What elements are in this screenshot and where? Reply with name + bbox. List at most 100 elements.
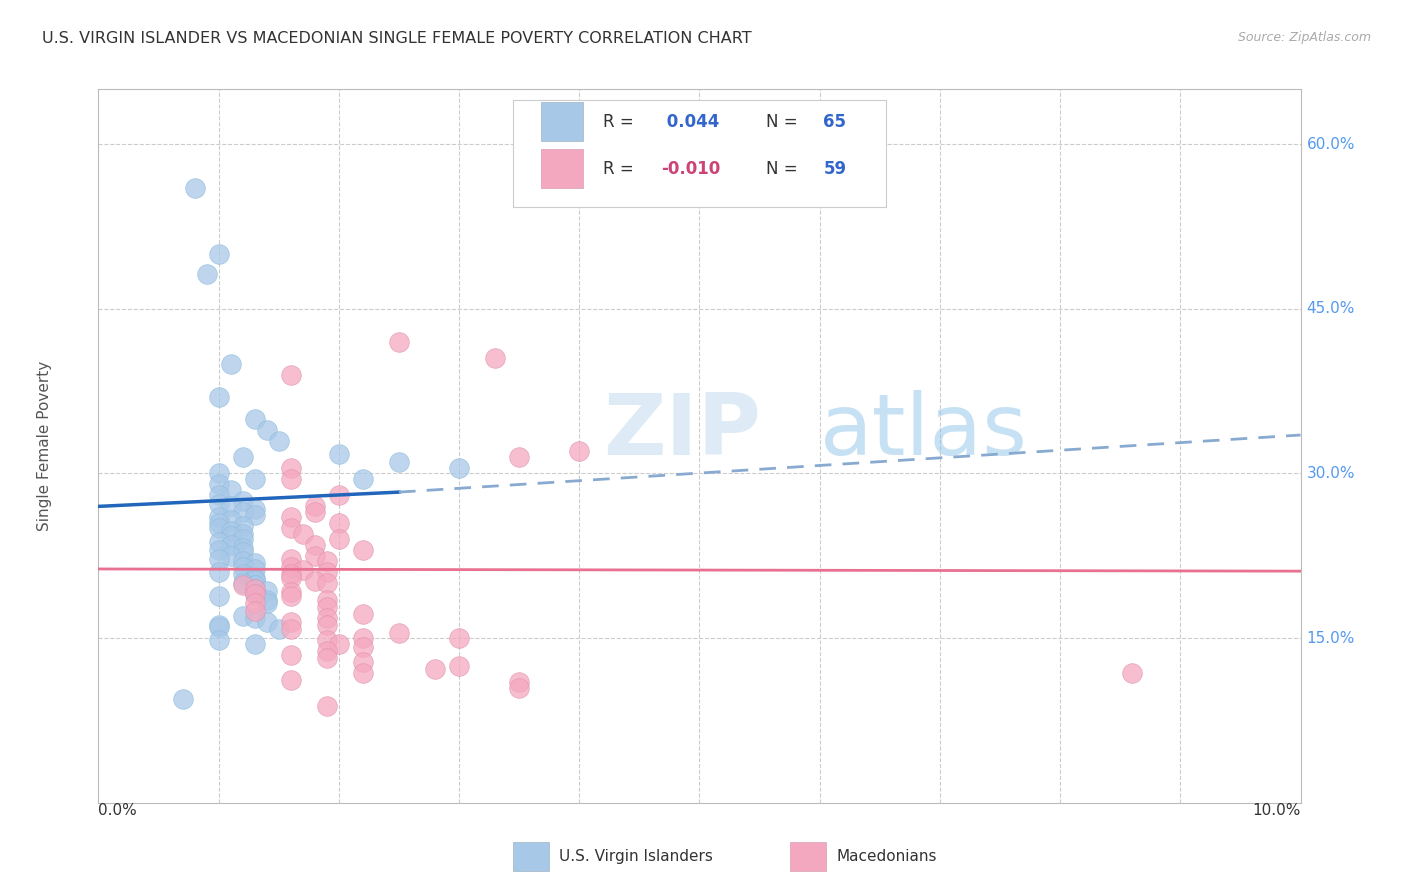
Text: atlas: atlas	[820, 390, 1028, 474]
Point	[208, 488, 231, 502]
Point	[1121, 666, 1143, 681]
Point	[315, 600, 337, 615]
Point	[243, 582, 266, 596]
Point	[352, 631, 374, 645]
Point	[208, 534, 231, 549]
Point	[243, 596, 266, 610]
Point	[243, 587, 266, 601]
Point	[232, 519, 254, 533]
Point	[328, 488, 350, 502]
Point	[219, 483, 242, 497]
Point	[243, 611, 266, 625]
Point	[388, 334, 411, 349]
Point	[208, 552, 231, 566]
Point	[508, 675, 530, 690]
Point	[280, 615, 302, 629]
Point	[219, 538, 242, 552]
Point	[183, 181, 205, 195]
Point	[208, 521, 231, 535]
Point	[232, 545, 254, 559]
Point	[256, 596, 278, 610]
Point	[447, 461, 470, 475]
Point	[291, 526, 314, 541]
Text: N =: N =	[766, 160, 803, 178]
Point	[208, 477, 231, 491]
Point	[243, 557, 266, 571]
Point	[219, 529, 242, 543]
Text: 65: 65	[824, 112, 846, 131]
Point	[280, 648, 302, 662]
Point	[243, 582, 266, 596]
Point	[219, 500, 242, 514]
Point	[315, 644, 337, 658]
Text: U.S. VIRGIN ISLANDER VS MACEDONIAN SINGLE FEMALE POVERTY CORRELATION CHART: U.S. VIRGIN ISLANDER VS MACEDONIAN SINGL…	[42, 31, 752, 46]
Point	[232, 505, 254, 519]
Point	[232, 559, 254, 574]
Point	[219, 524, 242, 538]
Point	[232, 494, 254, 508]
Point	[315, 576, 337, 591]
Point	[208, 620, 231, 634]
Point	[280, 585, 302, 599]
Point	[352, 472, 374, 486]
Point	[208, 618, 231, 632]
Point	[208, 590, 231, 604]
Point	[195, 267, 218, 281]
Point	[328, 447, 350, 461]
Text: 30.0%: 30.0%	[1306, 466, 1355, 481]
Point	[508, 681, 530, 695]
Point	[243, 604, 266, 618]
Text: 0.044: 0.044	[661, 112, 720, 131]
Text: Macedonians: Macedonians	[837, 849, 936, 863]
Point	[208, 497, 231, 511]
Point	[315, 592, 337, 607]
Point	[304, 500, 326, 514]
Point	[280, 552, 302, 566]
Text: Source: ZipAtlas.com: Source: ZipAtlas.com	[1237, 31, 1371, 45]
Point	[267, 623, 290, 637]
Point	[315, 633, 337, 648]
Point	[219, 549, 242, 563]
Point	[352, 666, 374, 681]
Point	[232, 578, 254, 592]
Point	[388, 455, 411, 469]
Point	[208, 633, 231, 648]
Point	[243, 587, 266, 601]
Text: 0.0%: 0.0%	[98, 803, 138, 818]
Text: Single Female Poverty: Single Female Poverty	[37, 361, 52, 531]
Point	[256, 423, 278, 437]
Point	[243, 508, 266, 523]
Point	[256, 583, 278, 598]
Text: R =: R =	[603, 112, 640, 131]
Point	[280, 571, 302, 585]
Point	[243, 637, 266, 651]
Point	[208, 516, 231, 530]
Point	[315, 611, 337, 625]
Point	[484, 351, 506, 366]
Point	[352, 543, 374, 558]
Point	[232, 450, 254, 464]
Point	[280, 521, 302, 535]
Point	[232, 609, 254, 624]
Point	[315, 554, 337, 568]
Point	[447, 631, 470, 645]
Point	[243, 562, 266, 576]
Point	[280, 510, 302, 524]
Point	[232, 554, 254, 568]
Text: -0.010: -0.010	[661, 160, 720, 178]
Text: R =: R =	[603, 160, 640, 178]
Point	[508, 450, 530, 464]
Point	[172, 691, 194, 706]
Text: 59: 59	[824, 160, 846, 178]
Point	[304, 538, 326, 552]
Point	[388, 625, 411, 640]
Point	[447, 658, 470, 673]
Point	[304, 574, 326, 588]
Point	[352, 607, 374, 621]
Point	[352, 640, 374, 654]
Point	[280, 590, 302, 604]
Text: ZIP: ZIP	[603, 390, 761, 474]
Point	[243, 571, 266, 585]
Point	[219, 357, 242, 371]
Point	[243, 411, 266, 425]
